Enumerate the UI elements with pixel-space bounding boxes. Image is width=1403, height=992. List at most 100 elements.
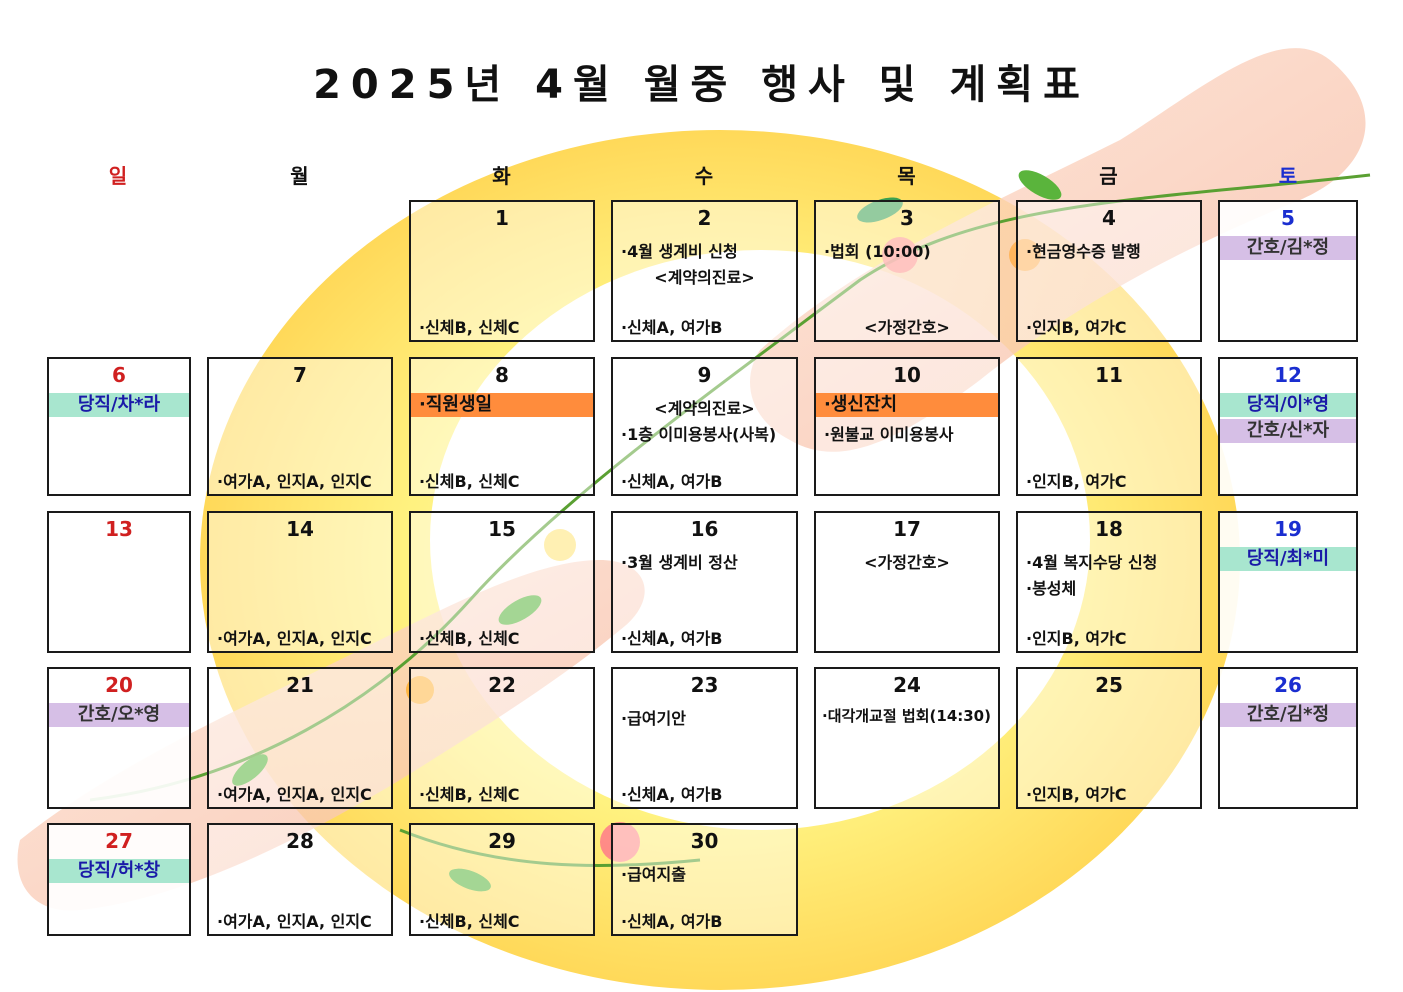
program-list: ·신체A, 여가B	[621, 629, 723, 648]
day-number: 19	[1274, 517, 1302, 541]
day-cell-8[interactable]: 8 ·직원생일 ·신체B, 신체C	[409, 357, 595, 496]
day-cell-18[interactable]: 18 ·4월 복지수당 신청 ·봉성체 ·인지B, 여가C	[1016, 511, 1202, 653]
day-number: 7	[293, 363, 307, 387]
program-list: ·여가A, 인지A, 인지C	[217, 785, 372, 804]
program-list: ·인지B, 여가C	[1026, 785, 1127, 804]
day-cell-29[interactable]: 29 ·신체B, 신체C	[409, 823, 595, 936]
day-cell-6[interactable]: 6 당직/차*라	[47, 357, 191, 496]
event-item: <가정간호>	[864, 553, 950, 572]
day-cell-27[interactable]: 27 당직/허*창	[47, 823, 191, 936]
flower	[544, 529, 576, 561]
day-number: 1	[495, 206, 509, 230]
day-number: 8	[495, 363, 509, 387]
event-item: ·3월 생계비 정산	[621, 553, 738, 572]
event-item: <계약의진료>	[654, 268, 755, 287]
day-cell-7[interactable]: 7 ·여가A, 인지A, 인지C	[207, 357, 393, 496]
weekday-thu: 목	[897, 164, 916, 188]
day-cell-21[interactable]: 21 ·여가A, 인지A, 인지C	[207, 667, 393, 809]
day-number: 10	[893, 363, 921, 387]
day-number: 5	[1281, 206, 1295, 230]
day-cell-4[interactable]: 4 ·현금영수증 발행 ·인지B, 여가C	[1016, 200, 1202, 342]
vine-lower	[399, 828, 701, 868]
day-number: 30	[690, 829, 719, 853]
duty-band: 당직/이*영	[1220, 393, 1356, 417]
program-list: ·신체B, 신체C	[419, 472, 520, 491]
lower-hand	[17, 560, 645, 911]
program-list: ·신체A, 여가B	[621, 785, 723, 804]
event-item: ·급여기안	[621, 709, 686, 728]
day-cell-5[interactable]: 5 간호/김*정	[1218, 200, 1358, 342]
program-list: ·여가A, 인지A, 인지C	[217, 912, 372, 931]
day-cell-1[interactable]: 1 ·신체B, 신체C	[409, 200, 595, 342]
flower	[406, 676, 434, 704]
day-cell-13[interactable]: 13	[47, 511, 191, 653]
nurse-band: 간호/김*정	[1220, 236, 1356, 260]
weekday-fri: 금	[1099, 164, 1118, 188]
day-number: 22	[488, 673, 516, 697]
event-item: ·급여지출	[621, 865, 686, 884]
day-number: 27	[105, 829, 133, 853]
day-cell-14[interactable]: 14 ·여가A, 인지A, 인지C	[207, 511, 393, 653]
day-cell-2[interactable]: 2 ·4월 생계비 신청 <계약의진료> ·신체A, 여가B	[611, 200, 798, 342]
day-number: 2	[697, 206, 712, 230]
day-cell-10[interactable]: 10 ·생신잔치 ·원불교 이미용봉사	[814, 357, 1000, 496]
program-list: ·여가A, 인지A, 인지C	[217, 629, 372, 648]
program-list: ·인지B, 여가C	[1026, 472, 1127, 491]
day-number: 24	[893, 673, 921, 697]
event-item: ·법회 (10:00)	[824, 242, 931, 261]
program-list: ·신체B, 신체C	[419, 318, 520, 337]
day-cell-26[interactable]: 26 간호/김*정	[1218, 667, 1358, 809]
event-item: ·봉성체	[1026, 579, 1077, 598]
day-number: 13	[105, 517, 133, 541]
program-list: <가정간호>	[864, 318, 950, 337]
day-number: 18	[1095, 517, 1123, 541]
leaf	[498, 595, 542, 625]
event-item: ·4월 복지수당 신청	[1026, 553, 1158, 572]
upper-hand	[750, 48, 1366, 452]
event-item: ·1층 이미용봉사(사복)	[621, 425, 777, 444]
event-item: ·현금영수증 발행	[1026, 242, 1141, 261]
program-list: ·신체B, 신체C	[419, 629, 520, 648]
page-title: 2025년 4월 월중 행사 및 계획표	[313, 62, 1090, 108]
day-cell-23[interactable]: 23 ·급여기안 ·신체A, 여가B	[611, 667, 798, 809]
day-number: 17	[893, 517, 921, 541]
day-cell-3[interactable]: 3 ·법회 (10:00) <가정간호>	[814, 200, 1000, 342]
day-cell-11[interactable]: 11 ·인지B, 여가C	[1016, 357, 1202, 496]
day-cell-20[interactable]: 20 간호/오*영	[47, 667, 191, 809]
day-cell-25[interactable]: 25 ·인지B, 여가C	[1016, 667, 1202, 809]
day-cell-15[interactable]: 15 ·신체B, 신체C	[409, 511, 595, 653]
leaf	[232, 754, 268, 786]
day-number: 3	[900, 206, 914, 230]
program-list: ·인지B, 여가C	[1026, 318, 1127, 337]
day-number: 16	[690, 517, 719, 541]
weekday-sun: 일	[108, 164, 128, 188]
duty-band: 당직/최*미	[1220, 547, 1356, 571]
day-cell-28[interactable]: 28 ·여가A, 인지A, 인지C	[207, 823, 393, 936]
day-cell-30[interactable]: 30 ·급여지출 ·신체A, 여가B	[611, 823, 798, 936]
day-cell-12[interactable]: 12 당직/이*영 간호/신*자	[1218, 357, 1358, 496]
duty-band: 당직/허*창	[49, 859, 189, 883]
day-number: 6	[112, 363, 126, 387]
day-number: 9	[697, 363, 712, 387]
day-cell-17[interactable]: 17 <가정간호>	[814, 511, 1000, 653]
day-number: 11	[1095, 363, 1123, 387]
day-cell-22[interactable]: 22 ·신체B, 신체C	[409, 667, 595, 809]
day-number: 26	[1274, 673, 1302, 697]
day-cell-9[interactable]: 9 <계약의진료> ·1층 이미용봉사(사복) ·신체A, 여가B	[611, 357, 798, 496]
day-cell-24[interactable]: 24 ·대각개교절 법회(14:30)	[814, 667, 1000, 809]
weekday-sat: 토	[1278, 164, 1298, 188]
day-cell-16[interactable]: 16 ·3월 생계비 정산 ·신체A, 여가B	[611, 511, 798, 653]
event-item: ·원불교 이미용봉사	[824, 425, 954, 444]
event-item: ·대각개교절 법회(14:30)	[822, 707, 991, 725]
day-number: 23	[690, 673, 719, 697]
highlight-band: ·생신잔치	[816, 393, 998, 417]
day-number: 28	[286, 829, 314, 853]
weekday-tue: 화	[492, 164, 511, 188]
flower	[882, 237, 918, 273]
event-item: <계약의진료>	[654, 399, 755, 418]
duty-band: 당직/차*라	[49, 393, 189, 417]
day-cell-19[interactable]: 19 당직/최*미	[1218, 511, 1358, 653]
day-number: 29	[488, 829, 516, 853]
day-number: 4	[1102, 206, 1116, 230]
day-number: 15	[488, 517, 516, 541]
